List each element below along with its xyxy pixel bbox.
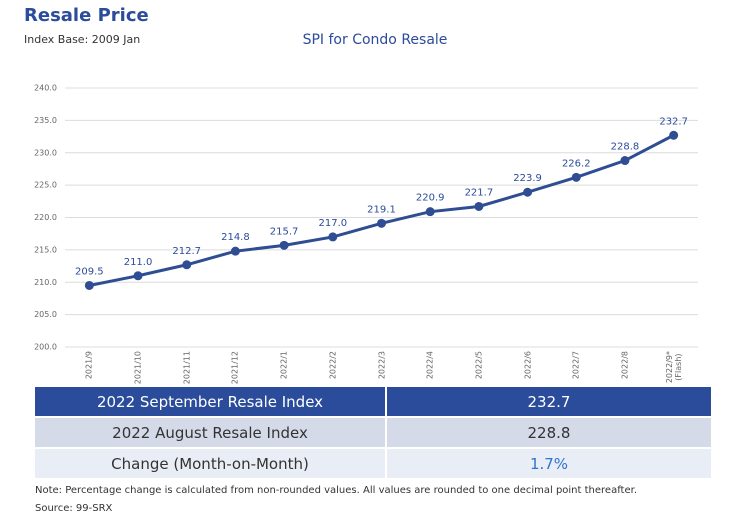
point (133, 271, 143, 281)
value-label: 217.0 (318, 218, 347, 229)
value-label: 212.7 (172, 246, 201, 257)
chart-title: SPI for Condo Resale (303, 32, 448, 48)
y-tick-label: 205.0 (34, 310, 57, 319)
table-row: 2022 September Resale Index 232.7 (35, 387, 711, 418)
point (377, 218, 386, 228)
source: Source: 99-SRX (35, 503, 113, 514)
value-label: 232.7 (659, 116, 688, 127)
x-tick-label: 2021/9 (84, 351, 94, 380)
point (84, 280, 94, 290)
value-label: 228.8 (611, 142, 640, 153)
note: Note: Percentage change is calculated fr… (35, 485, 637, 496)
point (523, 187, 533, 197)
point (474, 201, 484, 211)
table-row: Change (Month-on-Month) 1.7% (35, 448, 711, 480)
chart: SPI for Condo Resale 200.0 205.0 210.0 215.… (34, 32, 698, 352)
table-cell: 2022 August Resale Index (35, 417, 387, 449)
value-label: 209.5 (75, 266, 104, 277)
page-subtitle: Index Base: 2009 Jan (24, 33, 141, 46)
x-tick-label: 2021/11 (182, 351, 192, 385)
point (571, 172, 581, 182)
point (425, 207, 435, 217)
x-tick-label: 2022/9* (Flash) (664, 351, 683, 384)
x-tick-label: 2022/7 (571, 351, 581, 380)
table-cell: 2022 September Resale Index (35, 387, 387, 418)
value-label: 226.2 (562, 158, 591, 169)
y-tick-label: 235.0 (34, 116, 57, 125)
x-tick-label: 2022/6 (523, 351, 533, 380)
y-tick-label: 200.0 (34, 343, 57, 352)
y-tick-label: 240.0 (34, 84, 57, 93)
value-label: 220.9 (416, 193, 445, 204)
y-tick-label: 215.0 (34, 245, 57, 254)
table-cell: 1.7% (386, 448, 711, 480)
point (230, 246, 240, 256)
table-row: 2022 August Resale Index 228.8 (35, 417, 711, 449)
point (182, 260, 192, 270)
y-tick-label: 210.0 (34, 278, 57, 287)
x-tick-label: 2022/5 (474, 351, 484, 380)
y-tick-label: 230.0 (34, 148, 57, 157)
value-label: 211.0 (124, 257, 153, 268)
x-tick-label: 2022/2 (328, 351, 338, 380)
summary-table: 2022 September Resale Index 232.7 2022 Au… (35, 387, 711, 480)
point (279, 240, 289, 250)
table-cell: Change (Month-on-Month) (35, 448, 387, 480)
x-tick-label: 2021/10 (133, 351, 143, 385)
x-tick-label: 2022/1 (279, 351, 289, 380)
point (669, 130, 679, 140)
x-tick-label: 2022/3 (377, 351, 386, 380)
y-tick-label: 225.0 (34, 181, 57, 190)
value-label: 214.8 (221, 232, 250, 243)
value-label: 215.7 (270, 226, 299, 237)
x-tick-label: 2021/12 (230, 351, 240, 385)
x-tick-label: 2022/8 (620, 351, 630, 380)
value-label: 219.1 (367, 204, 396, 215)
table-cell: 232.7 (386, 387, 711, 418)
point (620, 156, 630, 166)
value-label: 223.9 (513, 173, 542, 184)
table-cell: 228.8 (386, 417, 711, 449)
x-tick-label: 2022/4 (425, 351, 435, 380)
page-title: Resale Price (24, 5, 149, 26)
value-label: 221.7 (465, 187, 494, 198)
point (328, 232, 338, 242)
y-tick-label: 220.0 (34, 213, 57, 222)
